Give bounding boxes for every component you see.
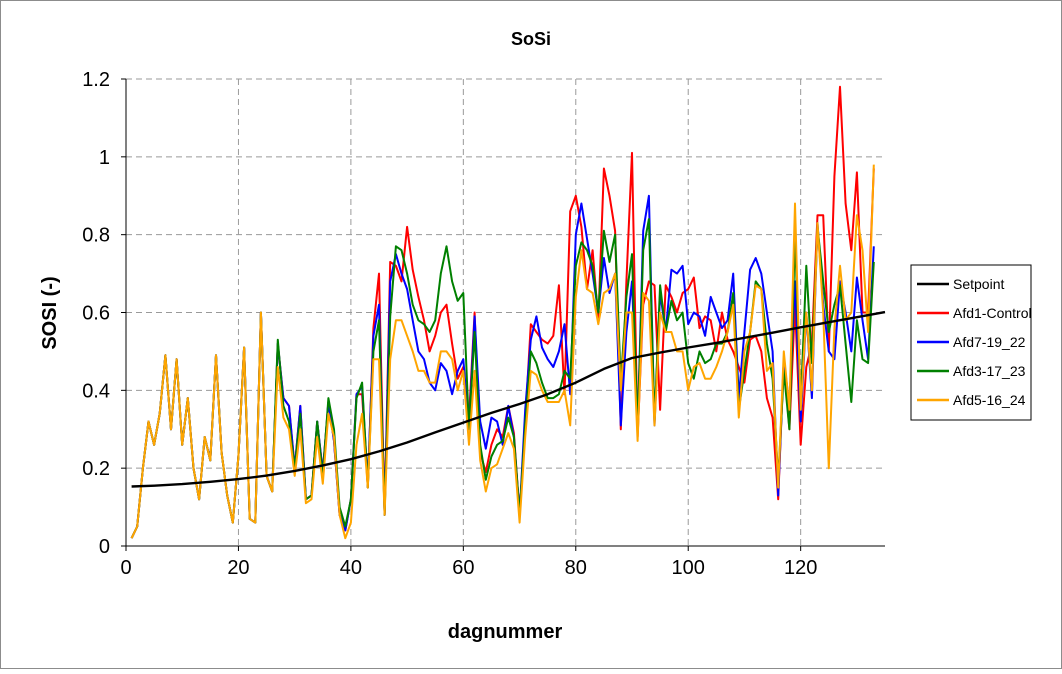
x-tick-label: 80 xyxy=(565,557,587,579)
x-tick-label: 60 xyxy=(452,557,474,579)
legend-label: Afd7-19_22 xyxy=(953,334,1026,350)
x-tick-label: 40 xyxy=(340,557,362,579)
plot-area: 0 0.2 0.4 0.6 0.8 1 1.2 0 20 40 60 80 100 120 xyxy=(82,69,886,579)
legend-label: Afd5-16_24 xyxy=(953,392,1026,408)
y-tick-label: 1 xyxy=(99,147,110,169)
legend: Setpoint Afd1-Control Afd7-19_22 Afd3-17_23… xyxy=(910,264,1032,421)
y-tick-label: 1.2 xyxy=(82,69,110,91)
chart-title: SoSi xyxy=(511,29,551,49)
series-line-afd5-16-24 xyxy=(130,164,875,540)
legend-label: Setpoint xyxy=(953,276,1004,292)
x-tick-label: 0 xyxy=(120,557,131,579)
x-axis-label: dagnummer xyxy=(448,621,563,643)
x-tick-label: 120 xyxy=(784,557,817,579)
x-tick-label: 20 xyxy=(227,557,249,579)
y-tick-label: 0 xyxy=(99,536,110,558)
legend-label: Afd1-Control xyxy=(953,305,1032,321)
series-line-setpoint xyxy=(131,310,886,488)
y-tick-label: 0.4 xyxy=(82,380,110,402)
x-tick-label: 100 xyxy=(672,557,705,579)
y-axis-label: SOSI (-) xyxy=(39,276,61,349)
y-tick-label: 0.8 xyxy=(82,225,110,247)
y-tick-label: 0.2 xyxy=(82,458,110,480)
y-tick-label: 0.6 xyxy=(82,303,110,325)
legend-label: Afd3-17_23 xyxy=(953,363,1026,379)
